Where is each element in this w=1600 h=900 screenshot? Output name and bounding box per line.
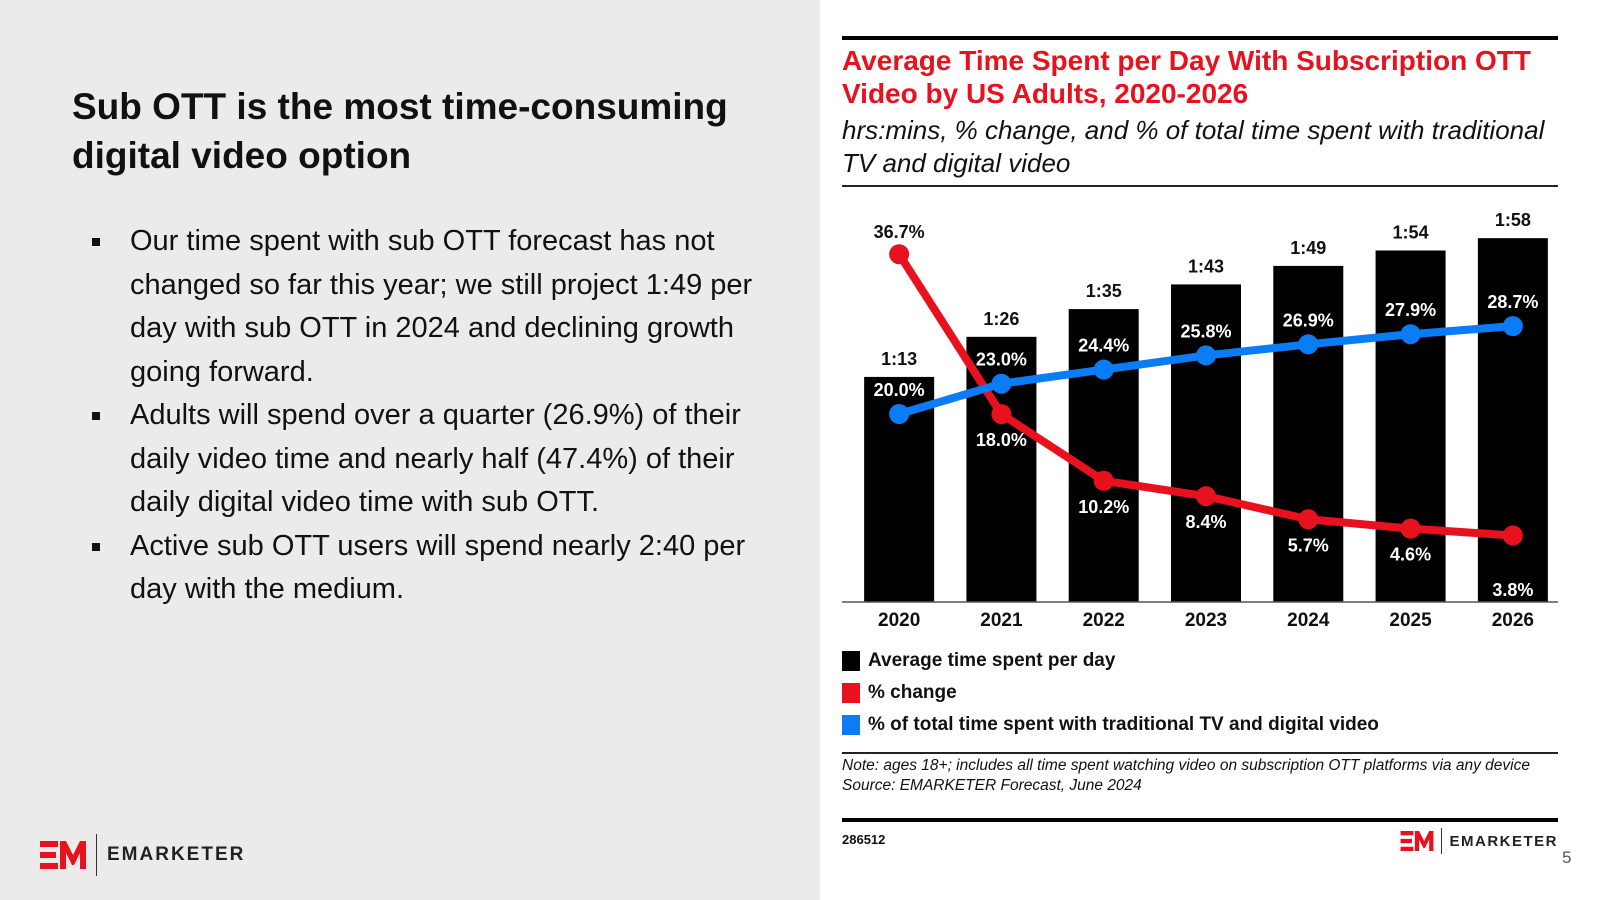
chart-brand-logo: EMARKETER	[1400, 828, 1558, 854]
legend-swatch-black	[842, 651, 860, 671]
note-text: Note: ages 18+; includes all time spent …	[842, 757, 1530, 774]
percent-change-label: 5.7%	[1288, 535, 1329, 555]
x-tick-label: 2022	[1083, 610, 1125, 630]
percent-change-label: 8.4%	[1185, 512, 1226, 532]
bottom-rule	[842, 818, 1558, 822]
brand-logo: EMARKETER	[40, 834, 245, 876]
chart-panel: Average Time Spent per Day With Subscrip…	[820, 0, 1600, 900]
bar-2025	[1375, 250, 1446, 602]
percent-change-line-point	[1400, 518, 1421, 539]
share-line-point	[1093, 359, 1114, 380]
bar-value-label: 1:26	[983, 309, 1019, 329]
share-line-point	[1196, 345, 1216, 366]
bar-value-label: 1:58	[1495, 210, 1531, 230]
bar-2023	[1171, 284, 1241, 602]
share-label: 27.9%	[1385, 300, 1436, 320]
bullet-text: Adults will spend over a quarter (26.9%)…	[130, 399, 741, 518]
share-label: 20.0%	[874, 380, 925, 400]
chart-subtitle: hrs:mins, % change, and % of total time …	[842, 115, 1545, 178]
x-tick-label: 2024	[1287, 610, 1330, 630]
square-bullet-icon	[92, 412, 100, 420]
chart-title: Average Time Spent per Day With Subscrip…	[842, 45, 1531, 109]
bullet-text: Active sub OTT users will spend nearly 2…	[130, 529, 746, 606]
legend-label: Average time spent per day	[868, 650, 1116, 671]
share-line-point	[1502, 316, 1523, 337]
bar-2022	[1068, 309, 1139, 602]
bullet-item: Active sub OTT users will spend nearly 2…	[90, 525, 780, 612]
square-bullet-icon	[92, 238, 100, 246]
em-logo-icon	[40, 841, 86, 869]
chart-id: 286512	[842, 832, 886, 847]
bullet-item: Adults will spend over a quarter (26.9%)…	[90, 394, 780, 525]
legend-label: % of total time spent with traditional T…	[868, 714, 1379, 735]
chart-top-rule	[842, 36, 1558, 40]
subtitle-rule	[842, 185, 1558, 187]
source-text: Source: EMARKETER Forecast, June 2024	[842, 777, 1142, 794]
page-number: 5	[1562, 848, 1572, 867]
square-bullet-icon	[92, 542, 100, 551]
logo-divider	[96, 834, 97, 876]
share-label: 25.8%	[1180, 321, 1231, 341]
x-tick-label: 2020	[878, 610, 920, 630]
combo-chart: 1:13 2020 1:26 2021 1:35 2022 1:43 2023 1:49 2024…	[842, 210, 1558, 630]
percent-change-line-point	[1502, 525, 1523, 546]
brand-wordmark: EMARKETER	[1449, 832, 1558, 850]
x-tick-label: 2026	[1492, 610, 1534, 630]
legend-item-change: % change	[842, 677, 1379, 709]
percent-change-label: 4.6%	[1390, 545, 1431, 565]
bar-value-label: 1:13	[881, 349, 917, 369]
logo-divider	[1441, 828, 1443, 854]
slide-title: Sub OTT is the most time-consuming digit…	[72, 86, 728, 176]
bar-value-label: 1:43	[1188, 256, 1224, 276]
share-line-point	[991, 373, 1012, 394]
percent-change-label: 3.8%	[1492, 580, 1533, 600]
percent-change-line-point	[1093, 470, 1114, 491]
em-logo-icon	[1401, 831, 1434, 851]
share-label: 23.0%	[976, 350, 1027, 370]
bullet-text: Our time spent with sub OTT forecast has…	[130, 225, 753, 388]
percent-change-label: 10.2%	[1078, 497, 1129, 517]
brand-wordmark: EMARKETER	[107, 844, 246, 865]
bar-value-label: 1:54	[1393, 223, 1429, 243]
slide-text-panel: Sub OTT is the most time-consuming digit…	[0, 0, 820, 900]
percent-change-line-point	[889, 244, 910, 265]
bullet-item: Our time spent with sub OTT forecast has…	[90, 220, 780, 394]
percent-change-label: 18.0%	[976, 430, 1027, 450]
legend-item-share: % of total time spent with traditional T…	[842, 709, 1379, 741]
percent-change-line-point	[1298, 509, 1319, 530]
x-tick-label: 2025	[1389, 610, 1432, 630]
percent-change-line-point	[991, 404, 1012, 425]
legend-swatch-blue	[842, 715, 860, 735]
x-tick-label: 2023	[1185, 610, 1227, 630]
legend-swatch-red	[842, 683, 860, 703]
bullet-list: Our time spent with sub OTT forecast has…	[90, 220, 780, 612]
share-label: 24.4%	[1078, 336, 1129, 356]
legend-item-time: Average time spent per day	[842, 645, 1379, 677]
percent-change-label: 36.7%	[874, 222, 925, 242]
chart-note: Note: ages 18+; includes all time spent …	[842, 756, 1558, 796]
share-line-point	[889, 404, 910, 424]
bar-2024	[1273, 265, 1344, 602]
percent-change-line-point	[1196, 486, 1216, 507]
share-line-point	[1298, 334, 1319, 355]
bar-value-label: 1:35	[1086, 281, 1122, 301]
share-label: 26.9%	[1283, 310, 1334, 330]
legend-label: % change	[868, 682, 957, 703]
share-label: 28.7%	[1487, 292, 1538, 312]
bar-value-label: 1:49	[1290, 238, 1326, 258]
share-line-point	[1400, 324, 1421, 345]
x-tick-label: 2021	[980, 610, 1023, 630]
chart-legend: Average time spent per day % change % of…	[842, 645, 1379, 741]
note-rule	[842, 752, 1558, 754]
